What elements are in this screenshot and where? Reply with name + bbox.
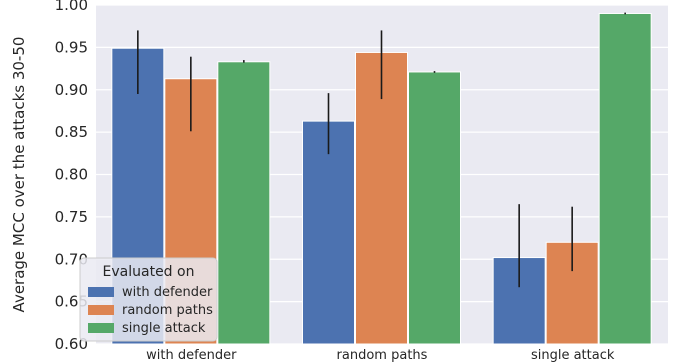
y-tick-label: 0.85	[55, 123, 88, 141]
legend-title: Evaluated on	[103, 264, 195, 280]
legend-swatch	[88, 323, 114, 333]
bar	[355, 51, 408, 345]
y-tick-label: 0.60	[55, 335, 88, 353]
x-tick-label: single attack	[531, 348, 615, 363]
bar	[217, 61, 271, 345]
legend-swatch	[88, 305, 114, 315]
error-bars	[137, 12, 626, 288]
y-tick-label: 1.00	[55, 0, 88, 14]
legend: Evaluated on with defender random paths si…	[79, 257, 218, 342]
legend-items: with defender random paths single attack	[88, 285, 213, 336]
bar	[302, 120, 355, 345]
legend-box	[79, 257, 218, 342]
legend-label: single attack	[122, 321, 206, 336]
y-axis-label: Average MCC over the attacks 30-50	[10, 37, 28, 313]
y-tick-label: 0.75	[55, 208, 88, 226]
y-tick-label: 0.95	[55, 38, 88, 56]
y-tick-label: 0.90	[55, 81, 88, 99]
x-tick-label: with defender	[146, 348, 237, 363]
legend-label: with defender	[122, 285, 213, 300]
bar	[408, 71, 461, 345]
bar	[598, 12, 652, 345]
legend-swatch	[88, 287, 114, 297]
y-tick-label: 0.80	[55, 166, 88, 184]
x-tick-labels: with defender random paths single attack	[146, 348, 615, 363]
legend-label: random paths	[122, 303, 213, 318]
x-tick-label: random paths	[337, 348, 428, 363]
